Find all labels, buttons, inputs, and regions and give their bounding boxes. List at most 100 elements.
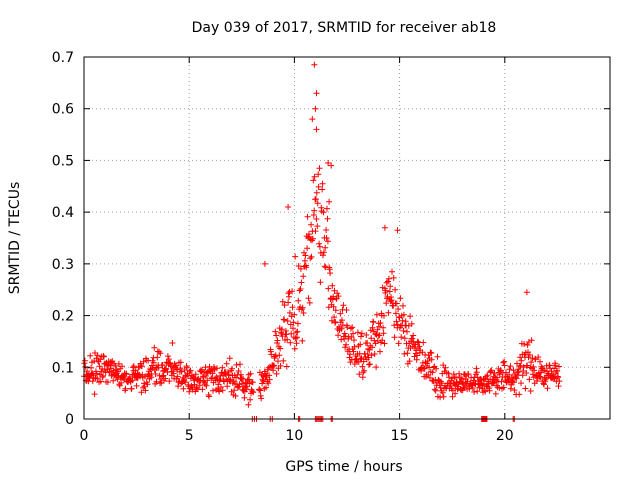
data-point-86 <box>119 363 125 370</box>
data-point-677 <box>385 309 392 316</box>
data-point-159 <box>151 344 158 351</box>
data-point-950 <box>506 371 513 378</box>
y-tick-label-0: 0 <box>65 412 74 428</box>
data-point-906 <box>486 387 493 394</box>
data-point-640 <box>369 344 376 351</box>
data-point-514 <box>313 216 320 222</box>
data-point-339 <box>230 378 237 385</box>
data-point-999 <box>527 388 534 394</box>
data-point-823 <box>449 387 456 394</box>
data-point-478 <box>297 286 304 292</box>
data-points <box>81 61 563 422</box>
data-point-29 <box>93 370 100 377</box>
data-point-45 <box>100 353 107 360</box>
data-point-470 <box>294 334 300 341</box>
data-point-291 <box>209 370 216 377</box>
data-point-1067 <box>312 105 319 112</box>
data-point-71 <box>112 362 119 369</box>
data-point-537 <box>323 235 330 241</box>
data-point-387 <box>257 387 264 394</box>
data-point-448 <box>284 336 291 343</box>
data-point-442 <box>281 302 288 309</box>
data-point-878 <box>474 388 481 395</box>
data-point-438 <box>279 298 286 305</box>
data-point-1000 <box>528 359 535 366</box>
data-point-520 <box>316 240 323 247</box>
data-point-597 <box>350 330 357 337</box>
data-point-743 <box>414 338 421 345</box>
data-point-357 <box>238 375 245 382</box>
data-point-649 <box>373 364 380 371</box>
data-point-598 <box>350 348 357 355</box>
data-point-20 <box>89 378 96 385</box>
data-point-1070 <box>325 160 332 166</box>
data-point-264 <box>197 377 204 384</box>
data-point-713 <box>401 350 408 357</box>
data-point-858 <box>465 371 472 378</box>
chart-title: Day 039 of 2017, SRMTID for receiver ab1… <box>192 20 497 36</box>
data-point-1069 <box>313 126 320 133</box>
data-point-996 <box>526 376 533 383</box>
data-point-241 <box>187 367 194 374</box>
data-point-621 <box>360 358 367 365</box>
data-point-967 <box>513 375 520 382</box>
data-point-987 <box>522 385 529 392</box>
data-point-590 <box>347 351 353 358</box>
data-point-720 <box>404 350 411 357</box>
data-point-108 <box>128 385 135 392</box>
data-point-646 <box>371 351 378 357</box>
x-tick-label-1: 5 <box>185 428 194 444</box>
data-point-276 <box>202 373 209 379</box>
data-point-1072 <box>326 198 333 205</box>
data-point-695 <box>393 318 400 325</box>
data-point-689 <box>390 274 397 281</box>
data-point-238 <box>186 388 193 395</box>
y-tick-label-5: 0.5 <box>52 153 74 169</box>
data-point-184 <box>162 375 169 382</box>
y-axis-label: SRMTID / TECUs <box>7 182 23 295</box>
data-point-684 <box>388 297 395 304</box>
data-point-976 <box>517 362 524 369</box>
data-point-1005 <box>530 363 537 370</box>
data-point-306 <box>216 388 223 395</box>
data-point-94 <box>122 385 129 392</box>
data-point-301 <box>214 365 220 372</box>
data-point-277 <box>203 382 210 389</box>
data-point-449 <box>284 318 291 324</box>
data-point-473 <box>295 297 302 304</box>
data-point-467 <box>292 335 299 342</box>
data-point-1037 <box>544 385 551 392</box>
data-point-484 <box>300 273 307 280</box>
data-point-696 <box>393 300 400 307</box>
data-point-542 <box>325 304 332 311</box>
data-point-493 <box>304 245 311 252</box>
data-point-545 <box>327 270 334 277</box>
data-point-527 <box>319 186 326 193</box>
data-point-335 <box>229 365 235 372</box>
data-point-659 <box>377 320 384 326</box>
x-tick-label-2: 10 <box>285 428 303 444</box>
data-point-1046 <box>548 368 555 375</box>
data-point-330 <box>226 355 233 362</box>
data-point-712 <box>400 311 407 318</box>
data-point-517 <box>314 200 321 207</box>
data-point-568 <box>337 310 344 317</box>
data-point-66 <box>110 377 117 384</box>
data-point-961 <box>510 379 517 386</box>
data-point-193 <box>166 378 173 385</box>
data-point-454 <box>286 309 293 316</box>
data-point-666 <box>380 330 387 337</box>
data-point-1077 <box>261 260 268 267</box>
data-point-479 <box>297 265 304 272</box>
data-point-489 <box>302 252 309 259</box>
data-point-464 <box>291 311 298 318</box>
data-point-518 <box>315 171 322 178</box>
data-point-910 <box>488 367 495 374</box>
data-point-788 <box>434 353 441 360</box>
data-point-1074 <box>394 227 401 234</box>
data-point-631 <box>365 346 372 352</box>
data-point-437 <box>279 333 286 340</box>
data-point-960 <box>510 367 517 374</box>
data-point-436 <box>278 326 285 333</box>
data-point-785 <box>433 365 440 372</box>
